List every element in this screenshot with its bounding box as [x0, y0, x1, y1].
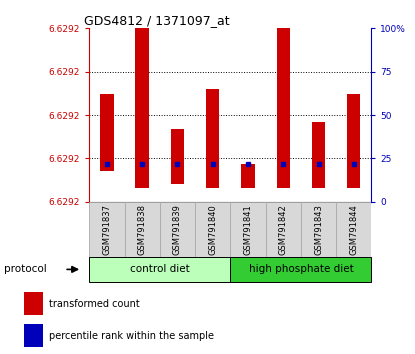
Text: transformed count: transformed count	[49, 299, 140, 309]
Bar	[301, 202, 336, 257]
Text: protocol: protocol	[4, 264, 47, 274]
Bar	[160, 202, 195, 257]
Text: GSM791837: GSM791837	[103, 204, 111, 255]
Bar	[230, 257, 371, 282]
Bar	[347, 94, 361, 188]
Bar	[24, 292, 43, 315]
Bar	[312, 122, 325, 188]
Bar	[124, 202, 160, 257]
Text: GSM791844: GSM791844	[349, 204, 358, 255]
Text: GSM791840: GSM791840	[208, 204, 217, 255]
Text: GDS4812 / 1371097_at: GDS4812 / 1371097_at	[83, 14, 229, 27]
Text: control diet: control diet	[130, 264, 190, 274]
Bar	[24, 324, 43, 347]
Text: GSM791841: GSM791841	[244, 204, 252, 255]
Bar	[89, 202, 124, 257]
Bar	[195, 202, 230, 257]
Text: high phosphate diet: high phosphate diet	[249, 264, 353, 274]
Bar	[100, 94, 114, 171]
Text: GSM791838: GSM791838	[138, 204, 146, 255]
Bar	[230, 202, 266, 257]
Text: GSM791843: GSM791843	[314, 204, 323, 255]
Bar	[241, 164, 255, 188]
Bar	[276, 28, 290, 188]
Text: GSM791842: GSM791842	[279, 204, 288, 255]
Text: percentile rank within the sample: percentile rank within the sample	[49, 331, 214, 341]
Bar	[266, 202, 301, 257]
Bar	[89, 257, 230, 282]
Bar	[135, 28, 149, 188]
Bar	[206, 89, 220, 188]
Bar	[336, 202, 371, 257]
Bar	[171, 129, 184, 184]
Text: GSM791839: GSM791839	[173, 204, 182, 255]
